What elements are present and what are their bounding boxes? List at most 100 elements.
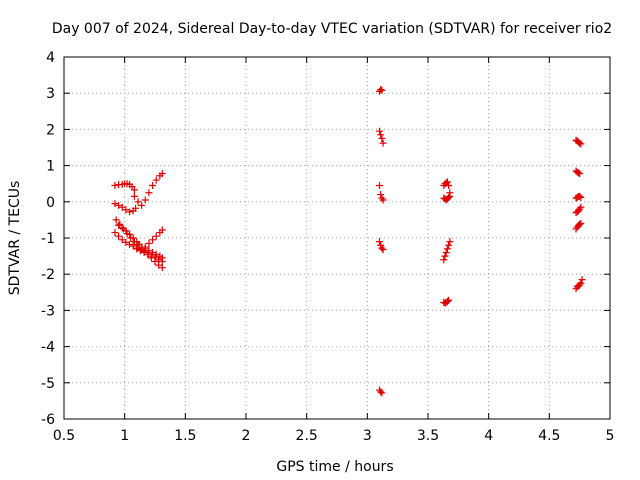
data-point [132, 204, 140, 212]
data-point [115, 232, 123, 240]
data-point [119, 225, 127, 233]
data-point [126, 208, 134, 216]
data-point [127, 234, 135, 242]
data-point [111, 182, 119, 190]
data-point [375, 238, 383, 246]
data-point [440, 256, 448, 264]
y-tick-label: -3 [41, 303, 55, 319]
y-tick-label: 3 [46, 86, 55, 102]
series-arc-a2 [130, 170, 166, 209]
data-point [138, 201, 146, 209]
data-point [577, 140, 585, 148]
data-point [141, 196, 149, 204]
series-h2 [440, 192, 454, 204]
data-point [375, 182, 383, 190]
x-tick-label: 2.5 [296, 428, 318, 444]
data-point [155, 256, 163, 264]
data-point [134, 198, 142, 206]
data-point [576, 170, 584, 178]
data-point [441, 252, 449, 260]
data-point [118, 224, 126, 232]
data-point [377, 131, 385, 139]
data-point [134, 241, 142, 249]
data-point [147, 252, 155, 260]
data-point [136, 247, 144, 255]
data-point [379, 139, 387, 147]
data-point [446, 238, 454, 246]
y-tick-label: -2 [41, 267, 55, 283]
x-tick-label: 4 [484, 428, 493, 444]
series-g2 [375, 127, 387, 147]
data-point [442, 248, 450, 256]
data-point [574, 169, 582, 177]
data-point [577, 203, 585, 211]
data-point [443, 178, 451, 186]
data-point [443, 297, 451, 305]
data-point [378, 244, 386, 252]
chart-title: Day 007 of 2024, Sidereal Day-to-day VTE… [52, 21, 612, 37]
data-point [577, 193, 585, 201]
series-g1 [375, 86, 386, 95]
data-point [445, 193, 453, 201]
data-point [445, 182, 453, 190]
data-point [115, 201, 123, 209]
data-point [443, 245, 451, 253]
series-arc-a1 [111, 180, 138, 194]
data-point [578, 276, 586, 284]
series-arc-e [112, 216, 166, 262]
series-arc-b [111, 200, 140, 216]
y-axis-title: SDTVAR / TECUs [7, 181, 23, 296]
data-point [445, 241, 453, 249]
series-h1 [440, 178, 454, 197]
data-point [577, 279, 585, 287]
series-i2 [572, 167, 584, 178]
data-point [158, 170, 166, 178]
x-tick-label: 0.5 [53, 428, 75, 444]
data-point [379, 246, 387, 254]
data-point [378, 389, 386, 397]
data-point [576, 192, 584, 200]
data-point [118, 203, 126, 211]
series-h4 [440, 296, 453, 307]
data-point [129, 242, 137, 250]
data-point [133, 245, 141, 253]
x-tick-label: 3 [363, 428, 372, 444]
series-i6 [572, 276, 586, 293]
series-arc-f [133, 245, 166, 266]
data-point [141, 245, 149, 253]
data-point [377, 191, 385, 199]
data-point [149, 236, 157, 244]
x-tick-label: 3.5 [417, 428, 439, 444]
data-point [126, 241, 134, 249]
y-tick-label: 2 [46, 122, 55, 138]
y-tick-label: -6 [41, 412, 55, 428]
data-point [130, 192, 138, 200]
data-point [151, 254, 159, 262]
data-point [111, 229, 119, 237]
data-point [130, 186, 138, 194]
data-point [158, 226, 166, 234]
series-i5 [572, 220, 585, 233]
y-tick-label: 0 [46, 195, 55, 211]
x-tick-label: 1 [120, 428, 129, 444]
series-g5 [375, 386, 386, 397]
data-point [122, 206, 130, 214]
series-i3 [572, 192, 585, 202]
data-point [377, 86, 385, 94]
y-tick-label: -1 [41, 231, 55, 247]
series-h3 [440, 238, 454, 264]
x-tick-label: 4.5 [538, 428, 560, 444]
data-point [152, 250, 160, 258]
data-point [144, 250, 152, 258]
series-i4 [572, 203, 585, 217]
data-point [378, 134, 386, 142]
y-tick-label: -4 [41, 340, 55, 356]
series-g4 [375, 238, 387, 254]
data-point [158, 258, 166, 266]
data-point [149, 248, 157, 256]
data-point [145, 189, 153, 197]
data-point [379, 196, 387, 204]
x-tick-label: 5 [606, 428, 615, 444]
data-point [577, 220, 585, 228]
